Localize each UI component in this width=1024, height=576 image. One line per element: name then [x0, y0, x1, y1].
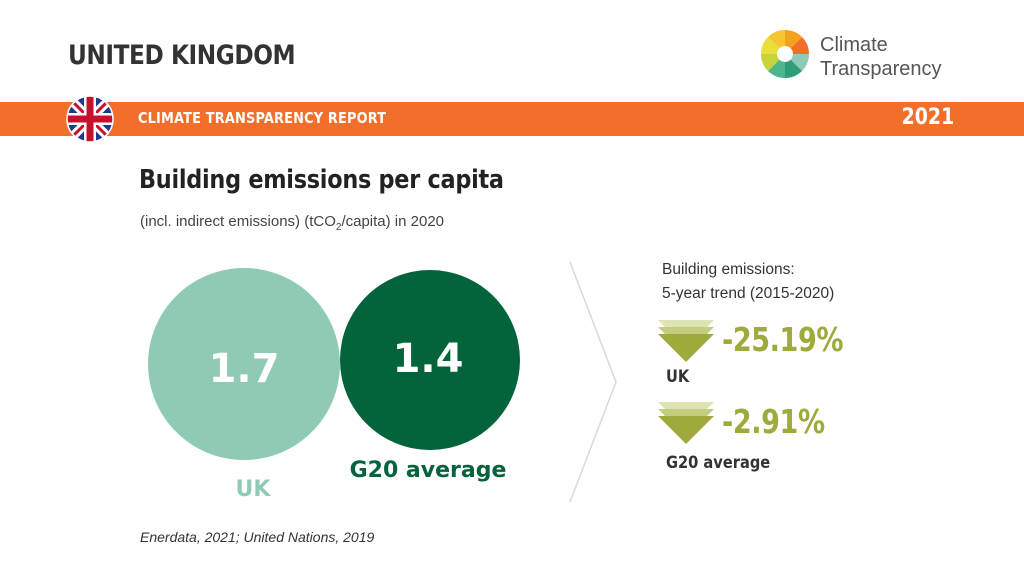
overlap-tint: [148, 268, 340, 460]
section-divider: [569, 261, 617, 503]
subtitle-pre: (incl. indirect emissions) (tCO: [140, 213, 336, 230]
g20-trend-value: -2.91%: [722, 402, 825, 441]
source-note: Enerdata, 2021; United Nations, 2019: [140, 529, 375, 545]
g20-down-trend-icon: [658, 402, 714, 444]
g20-label: G20 average: [350, 458, 507, 483]
report-band: [0, 102, 1024, 136]
trend-title-line1: Building emissions:: [662, 261, 795, 278]
subtitle-post: /capita) in 2020: [341, 213, 445, 230]
chart-title: Building emissions per capita: [139, 165, 504, 195]
uk-label: UK: [236, 477, 272, 502]
trend-title-line2: 5-year trend (2015-2020): [662, 285, 835, 302]
climate-transparency-logo: [760, 29, 810, 79]
country-title: UNITED KINGDOM: [68, 40, 296, 71]
g20-circle: [340, 270, 520, 450]
report-year: 2021: [901, 105, 954, 130]
chart-subtitle: (incl. indirect emissions) (tCO2/capita)…: [140, 213, 444, 233]
uk-value: 1.7: [209, 346, 280, 392]
logo-line-2: Transparency: [820, 58, 942, 80]
uk-trend-label: UK: [666, 367, 690, 387]
trend-title: Building emissions: 5-year trend (2015-2…: [662, 258, 834, 306]
uk-flag-icon: [66, 95, 114, 143]
report-label: CLIMATE TRANSPARENCY REPORT: [138, 109, 387, 127]
comparison-circles: 1.7 1.4 G20 average UK: [148, 268, 520, 502]
subtitle-sub: 2: [335, 222, 342, 233]
g20-trend-label: G20 average: [666, 453, 771, 473]
logo-line-1: Climate: [820, 34, 888, 56]
uk-trend-value: -25.19%: [722, 320, 844, 359]
g20-value: 1.4: [393, 336, 464, 382]
uk-circle: [148, 268, 340, 460]
logo-wordmark: Climate Transparency: [820, 33, 942, 81]
uk-down-trend-icon: [658, 320, 714, 362]
